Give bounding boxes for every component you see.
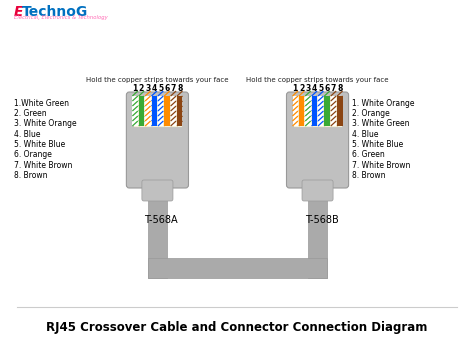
Text: 6. Orange: 6. Orange (14, 150, 52, 159)
Bar (318, 96, 323, 126)
Text: 3. White Orange: 3. White Orange (14, 120, 76, 128)
Text: E: E (14, 5, 23, 19)
Bar (299, 96, 304, 126)
Text: 2. Orange: 2. Orange (352, 109, 389, 118)
Bar (177, 96, 182, 126)
Bar (293, 95, 342, 127)
Text: 2: 2 (299, 84, 304, 93)
Text: Hold the copper strips towards your face: Hold the copper strips towards your face (86, 77, 228, 83)
Text: 4: 4 (312, 84, 317, 93)
Bar (145, 96, 151, 126)
FancyBboxPatch shape (127, 92, 189, 188)
Text: Hold the copper strips towards your face: Hold the copper strips towards your face (246, 77, 389, 83)
Bar (133, 95, 182, 127)
Text: 5: 5 (318, 84, 323, 93)
Bar (337, 96, 343, 126)
Bar (148, 185, 167, 278)
Text: 2: 2 (139, 84, 144, 93)
Text: 8: 8 (177, 84, 182, 93)
Bar (305, 96, 310, 126)
Text: T-568B: T-568B (305, 215, 338, 225)
Text: 3. White Green: 3. White Green (352, 120, 409, 128)
Text: 5. White Blue: 5. White Blue (14, 140, 65, 149)
Text: 8. Brown: 8. Brown (14, 171, 47, 180)
Bar (152, 96, 157, 126)
Bar (158, 96, 164, 126)
Text: 6: 6 (325, 84, 330, 93)
Text: 7: 7 (331, 84, 336, 93)
Text: 7: 7 (171, 84, 176, 93)
Text: 4. Blue: 4. Blue (352, 130, 378, 139)
Text: Electrical, Electronics & Technology: Electrical, Electronics & Technology (14, 15, 108, 20)
Bar (311, 96, 317, 126)
Text: 4: 4 (152, 84, 157, 93)
Text: RJ45 Crossover Cable and Connector Connection Diagram: RJ45 Crossover Cable and Connector Conne… (46, 321, 428, 334)
Text: 6: 6 (164, 84, 170, 93)
Bar (171, 96, 176, 126)
Bar (292, 96, 298, 126)
Text: 7. White Brown: 7. White Brown (14, 161, 72, 169)
Text: 5: 5 (158, 84, 163, 93)
Text: 2. Green: 2. Green (14, 109, 46, 118)
Bar (324, 96, 330, 126)
FancyBboxPatch shape (142, 180, 173, 201)
Text: T-568A: T-568A (145, 215, 178, 225)
Text: 1.White Green: 1.White Green (14, 99, 69, 108)
Bar (331, 96, 336, 126)
Bar (132, 96, 138, 126)
Bar (308, 185, 327, 278)
Text: 1. White Orange: 1. White Orange (352, 99, 414, 108)
Text: TechnoG: TechnoG (22, 5, 88, 19)
Text: 3: 3 (305, 84, 310, 93)
Bar (164, 96, 170, 126)
Text: 4. Blue: 4. Blue (14, 130, 40, 139)
Text: 1: 1 (132, 84, 138, 93)
Text: 6. Green: 6. Green (352, 150, 384, 159)
FancyBboxPatch shape (286, 92, 348, 188)
Bar (148, 258, 327, 278)
Text: 5. White Blue: 5. White Blue (352, 140, 403, 149)
Text: 8: 8 (337, 84, 343, 93)
Text: 1: 1 (292, 84, 298, 93)
Text: 3: 3 (145, 84, 150, 93)
Bar (139, 96, 144, 126)
FancyBboxPatch shape (302, 180, 333, 201)
Text: 7. White Brown: 7. White Brown (352, 161, 410, 169)
Text: 8. Brown: 8. Brown (352, 171, 385, 180)
